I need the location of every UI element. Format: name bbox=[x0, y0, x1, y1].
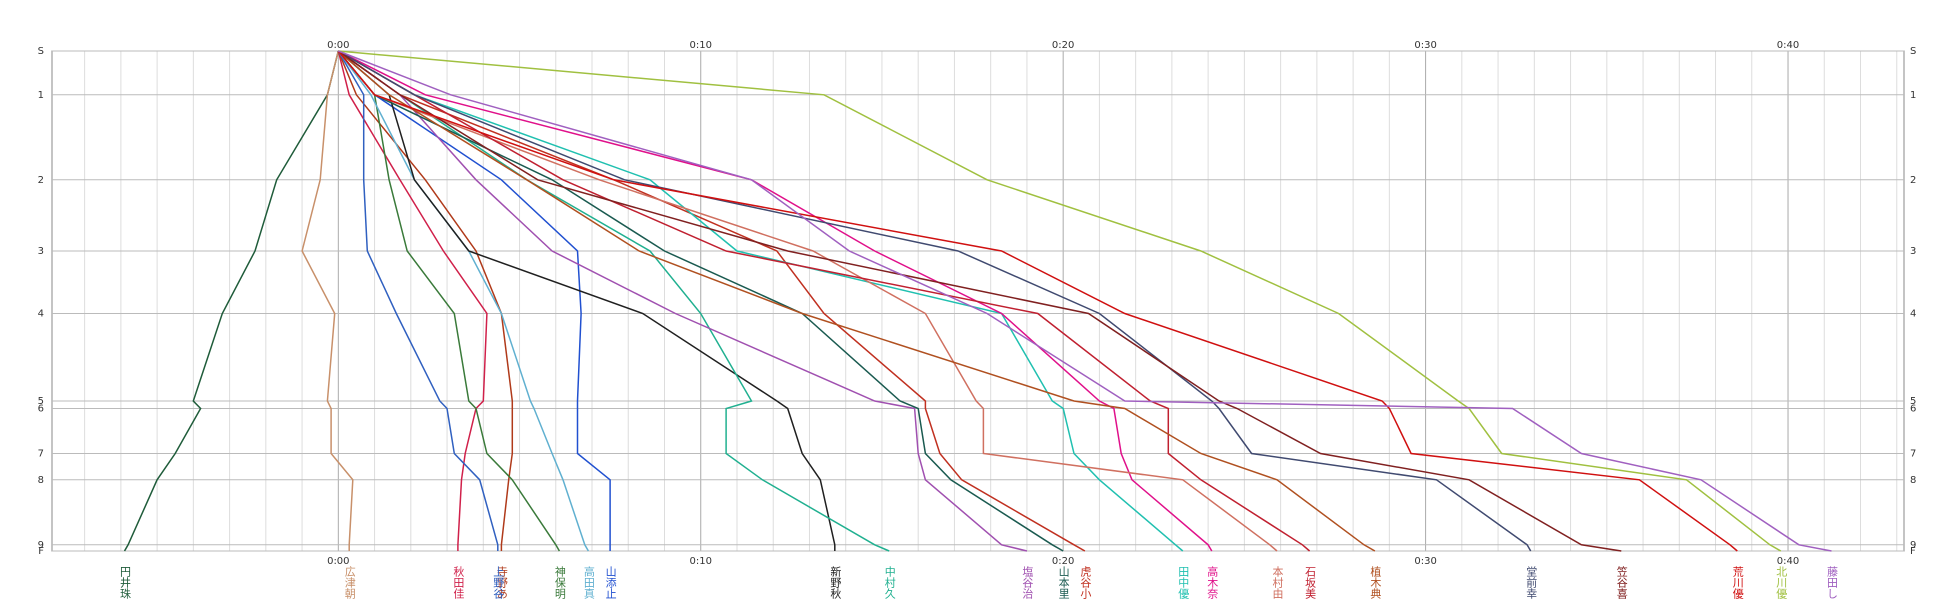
runner-name: 藤田し bbox=[1826, 566, 1839, 599]
series-line bbox=[337, 50, 590, 552]
runner-name: 新野秋 bbox=[829, 565, 842, 600]
series-line bbox=[337, 50, 561, 552]
x-tick-label: 0:10 bbox=[690, 40, 712, 51]
runner-name: 高田真 bbox=[582, 565, 595, 600]
runner-name: 山添止 bbox=[604, 566, 617, 599]
runner-name: 北川優 bbox=[1775, 566, 1788, 600]
series-line bbox=[337, 50, 1738, 552]
series-line bbox=[337, 50, 890, 552]
runner-name: 中村久 bbox=[883, 566, 896, 600]
series-line bbox=[337, 50, 611, 551]
x-tick-label: 0:00 bbox=[327, 556, 349, 567]
x-tick-label: 0:00 bbox=[327, 40, 349, 51]
runner-name: 円井珠 bbox=[118, 566, 131, 600]
series-line bbox=[337, 50, 1184, 552]
series-line bbox=[337, 50, 499, 551]
runner-name: 広津朝 bbox=[343, 566, 356, 600]
runner-name: 高木奈 bbox=[1206, 565, 1219, 599]
series-line bbox=[337, 50, 1278, 552]
runner-name: 山本里 bbox=[1057, 566, 1070, 599]
series-line bbox=[337, 50, 1028, 552]
y-tick-label: 5 bbox=[1910, 396, 1916, 407]
y-tick-label: 3 bbox=[38, 246, 44, 257]
runner-name: 田中優 bbox=[1177, 566, 1190, 600]
series-line bbox=[301, 50, 354, 551]
y-tick-label: 6 bbox=[38, 404, 44, 415]
x-tick-label: 0:30 bbox=[1414, 40, 1436, 51]
x-tick-label: 0:20 bbox=[1052, 556, 1074, 567]
y-tick-label: 2 bbox=[38, 175, 44, 186]
runner-name: 上野谷 bbox=[492, 566, 505, 600]
y-tick-label: 7 bbox=[38, 449, 44, 460]
y-tick-label: 4 bbox=[38, 309, 44, 320]
y-tick-label: 4 bbox=[1910, 309, 1916, 320]
y-tick-label: 7 bbox=[1910, 449, 1916, 460]
series-line bbox=[123, 50, 340, 552]
y-tick-label: 9 bbox=[38, 540, 44, 551]
series-line bbox=[337, 50, 488, 551]
runner-name: 虎谷小 bbox=[1079, 566, 1092, 600]
x-tick-label: 0:40 bbox=[1777, 556, 1799, 567]
y-tick-label: 9 bbox=[1910, 540, 1916, 551]
x-tick-label: 0:30 bbox=[1414, 556, 1436, 567]
series-line bbox=[338, 50, 1782, 552]
x-tick-label: 0:40 bbox=[1777, 40, 1799, 51]
runner-name: 神保明 bbox=[553, 565, 566, 600]
runner-name: 塩谷治 bbox=[1021, 565, 1034, 600]
y-tick-label: 2 bbox=[1910, 175, 1916, 186]
y-tick-label: S bbox=[1910, 46, 1916, 57]
runner-name: 笠谷喜 bbox=[1615, 565, 1628, 599]
series-line bbox=[337, 50, 1376, 552]
y-tick-label: 5 bbox=[38, 396, 44, 407]
y-tick-label: 1 bbox=[38, 90, 44, 101]
runner-name: 石坂美 bbox=[1304, 566, 1317, 599]
runner-name: 植木典 bbox=[1369, 565, 1382, 600]
series-line bbox=[337, 50, 1532, 552]
runner-name: 寺野あ bbox=[495, 566, 508, 599]
x-tick-label: 0:20 bbox=[1052, 40, 1074, 51]
x-tick-label: 0:10 bbox=[690, 556, 712, 567]
series-line bbox=[337, 50, 1622, 552]
y-tick-label: F bbox=[1910, 546, 1916, 557]
series-line bbox=[337, 50, 514, 551]
runner-name: 荒川優 bbox=[1731, 566, 1744, 600]
y-tick-label: 3 bbox=[1910, 246, 1916, 257]
series-line bbox=[337, 50, 836, 551]
y-tick-label: 6 bbox=[1910, 404, 1916, 415]
runner-name: 秋田佳 bbox=[452, 565, 465, 599]
series-line bbox=[337, 50, 1213, 552]
runner-name: 本村由 bbox=[1271, 565, 1284, 599]
series-line bbox=[338, 50, 1832, 552]
y-tick-label: 1 bbox=[1910, 90, 1916, 101]
y-tick-label: S bbox=[38, 46, 44, 57]
y-tick-label: 8 bbox=[1910, 475, 1916, 486]
series-line bbox=[337, 50, 1086, 552]
runner-name: 堂前幸 bbox=[1525, 566, 1538, 600]
y-tick-label: F bbox=[38, 546, 44, 557]
y-tick-label: 8 bbox=[38, 475, 44, 486]
